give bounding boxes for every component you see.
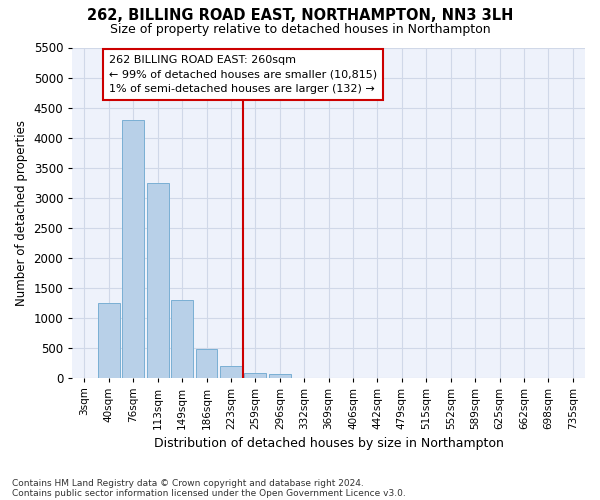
Bar: [269, 374, 291, 378]
Text: Contains HM Land Registry data © Crown copyright and database right 2024.: Contains HM Land Registry data © Crown c…: [12, 478, 364, 488]
Bar: [98, 302, 120, 378]
Bar: [196, 348, 217, 378]
Text: Contains public sector information licensed under the Open Government Licence v3: Contains public sector information licen…: [12, 488, 406, 498]
Text: 262, BILLING ROAD EAST, NORTHAMPTON, NN3 3LH: 262, BILLING ROAD EAST, NORTHAMPTON, NN3…: [87, 8, 513, 22]
Bar: [220, 366, 242, 378]
Bar: [171, 300, 193, 378]
X-axis label: Distribution of detached houses by size in Northampton: Distribution of detached houses by size …: [154, 437, 503, 450]
Y-axis label: Number of detached properties: Number of detached properties: [15, 120, 28, 306]
Bar: [146, 182, 169, 378]
Bar: [122, 120, 144, 378]
Bar: [244, 372, 266, 378]
Text: 262 BILLING ROAD EAST: 260sqm
← 99% of detached houses are smaller (10,815)
1% o: 262 BILLING ROAD EAST: 260sqm ← 99% of d…: [109, 54, 377, 94]
Text: Size of property relative to detached houses in Northampton: Size of property relative to detached ho…: [110, 22, 490, 36]
